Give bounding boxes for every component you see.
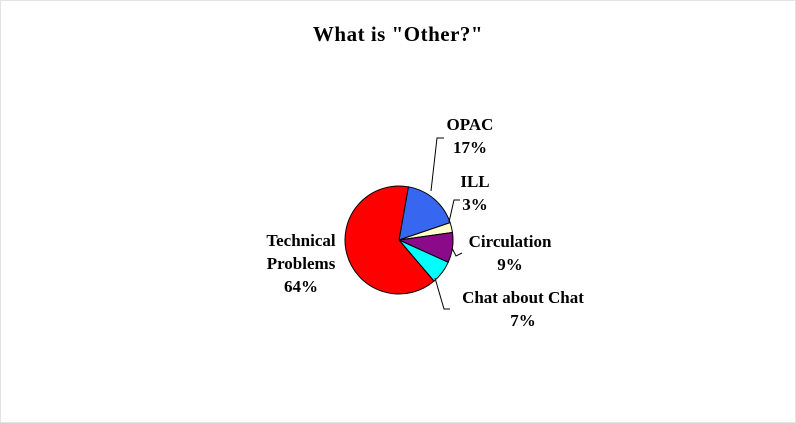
chart-title: What is "Other?" xyxy=(312,22,484,46)
leader-line-chat xyxy=(434,277,450,310)
leader-line-ill xyxy=(448,199,460,223)
data-label-chat-about-chat: Chat about Chat 7% xyxy=(462,288,584,330)
leader-line-circulation xyxy=(451,247,463,257)
data-label-circulation: Circulation 9% xyxy=(468,232,552,274)
pie-slices xyxy=(344,185,454,295)
pie-slice-technical-problems xyxy=(344,185,435,295)
data-label-opac: OPAC 17% xyxy=(446,115,494,157)
data-label-technical-problems: Technical Problems 64% xyxy=(266,231,336,296)
data-label-ill: ILL 3% xyxy=(460,172,490,214)
leader-line-opac xyxy=(430,137,444,192)
